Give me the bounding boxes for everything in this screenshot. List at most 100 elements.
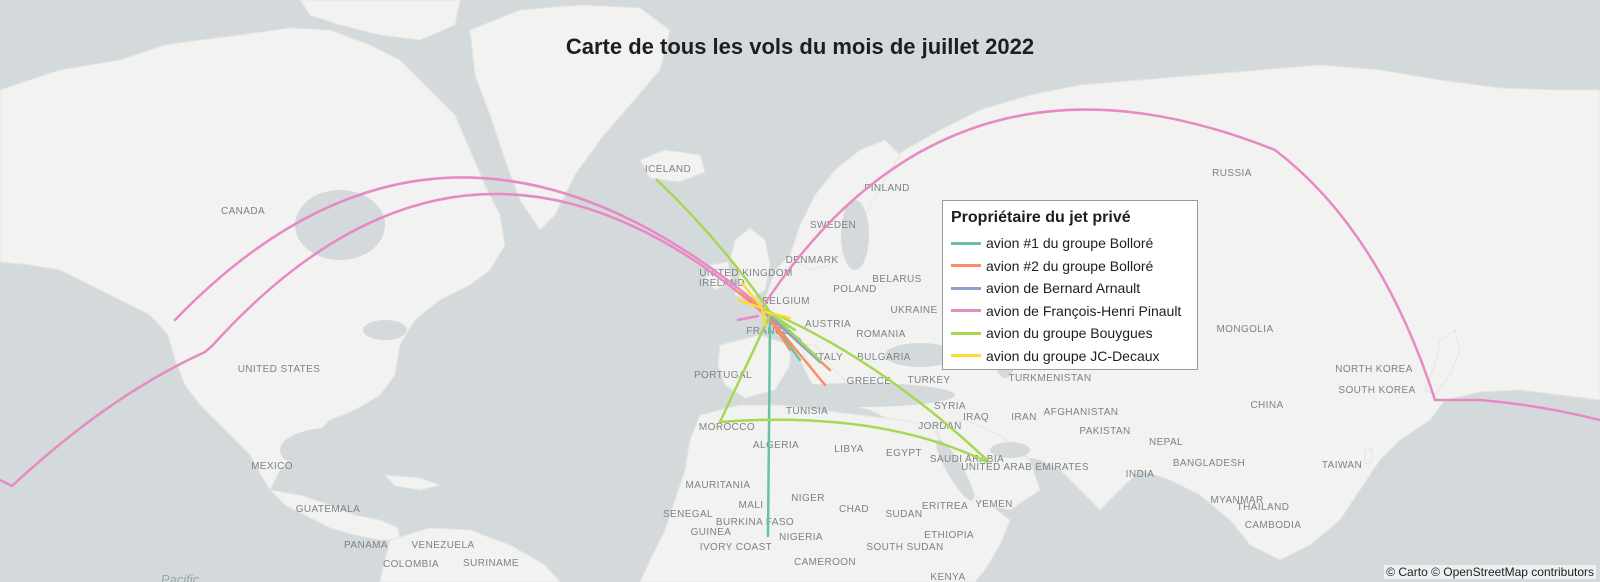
legend-item-bollore-1[interactable]: avion #1 du groupe Bolloré <box>951 232 1189 255</box>
taiwan-landmass <box>1364 447 1373 465</box>
route-jcdecaux-2[interactable] <box>740 281 764 310</box>
gulf-of-mexico <box>280 428 380 472</box>
label-niger: NIGER <box>791 493 825 504</box>
iceland-landmass <box>639 149 706 183</box>
label-south-korea: SOUTH KOREA <box>1338 385 1415 396</box>
label-kenya: KENYA <box>930 572 965 582</box>
label-mali: MALI <box>739 500 764 511</box>
label-bulgaria: BULGARIA <box>857 352 911 363</box>
label-pakistan: PAKISTAN <box>1079 426 1130 437</box>
label-nepal: NEPAL <box>1149 437 1183 448</box>
legend-item-pinault[interactable]: avion de François-Henri Pinault <box>951 300 1189 323</box>
route-jcdecaux-4[interactable] <box>763 310 792 320</box>
label-iraq: IRAQ <box>963 412 989 423</box>
label-iran: IRAN <box>1011 412 1037 423</box>
north-america-landmass <box>0 27 506 492</box>
label-bangladesh: BANGLADESH <box>1173 458 1245 469</box>
country-labels: ICELAND CANADA UNITED STATES MEXICO GUAT… <box>221 164 1415 582</box>
label-denmark: DENMARK <box>786 255 839 266</box>
legend-item-label: avion de Bernard Arnault <box>986 280 1141 297</box>
route-pinault-7[interactable] <box>736 314 760 322</box>
label-poland: POLAND <box>833 284 877 295</box>
label-guatemala: GUATEMALA <box>296 504 361 515</box>
legend-item-label: avion #1 du groupe Bolloré <box>986 235 1154 252</box>
legend-item-bouygues[interactable]: avion du groupe Bouygues <box>951 322 1189 345</box>
route-pinault-1[interactable] <box>173 176 767 322</box>
label-china: CHINA <box>1250 400 1283 411</box>
caribbean-islands <box>383 474 442 491</box>
legend-item-label: avion de François-Henri Pinault <box>986 302 1182 319</box>
label-finland: FINLAND <box>864 183 910 194</box>
mediterranean-sea <box>765 383 955 407</box>
route-pinault-4[interactable] <box>760 108 1437 402</box>
legend-swatch <box>951 309 981 313</box>
route-bollore1-1[interactable] <box>766 318 772 538</box>
legend-item-jcdecaux[interactable]: avion du groupe JC-Decaux <box>951 345 1189 368</box>
label-sweden: SWEDEN <box>810 220 856 231</box>
scandinavia-landmass <box>789 139 901 271</box>
label-ethiopia: ETHIOPIA <box>924 530 974 541</box>
great-lakes <box>363 320 407 340</box>
route-pinault-2[interactable] <box>203 192 764 354</box>
flight-routes <box>0 108 1600 538</box>
legend-swatch <box>951 241 981 245</box>
persian-gulf <box>990 442 1030 458</box>
label-turkmenistan: TURKMENISTAN <box>1009 373 1092 384</box>
label-suriname: SURINAME <box>463 558 519 569</box>
label-india: INDIA <box>1126 469 1155 480</box>
label-belgium: BELGIUM <box>762 296 810 307</box>
label-mauritania: MAURITANIA <box>686 480 751 491</box>
label-taiwan: TAIWAN <box>1322 460 1362 471</box>
greenland-landmass <box>469 4 671 231</box>
label-ivory-coast: IVORY COAST <box>700 542 772 553</box>
map-attribution[interactable]: © Carto © OpenStreetMap contributors <box>1384 565 1596 579</box>
route-bollore2-4[interactable] <box>733 288 764 310</box>
legend-title: Propriétaire du jet privé <box>951 209 1131 226</box>
route-jcdecaux-1[interactable] <box>736 298 764 310</box>
label-thailand: THAILAND <box>1237 502 1290 513</box>
label-guinea: GUINEA <box>691 527 732 538</box>
legend: Propriétaire du jet privé avion #1 du gr… <box>942 200 1198 370</box>
label-ukraine: UKRAINE <box>890 305 937 316</box>
red-sea <box>936 439 974 501</box>
label-canada: CANADA <box>221 206 265 217</box>
label-venezuela: VENEZUELA <box>411 540 474 551</box>
label-morocco: MOROCCO <box>699 422 755 433</box>
label-uae: UNITED ARAB EMIRATES <box>961 462 1089 473</box>
label-ireland: IRELAND <box>699 278 745 289</box>
inland-water <box>280 190 1030 501</box>
label-austria: AUSTRIA <box>805 319 851 330</box>
label-belarus: BELARUS <box>872 274 922 285</box>
label-mongolia: MONGOLIA <box>1216 324 1273 335</box>
legend-item-bollore-2[interactable]: avion #2 du groupe Bolloré <box>951 255 1189 278</box>
label-libya: LIBYA <box>834 444 864 455</box>
black-sea <box>885 343 955 367</box>
route-bouygues-2[interactable] <box>717 313 989 464</box>
legend-swatch <box>951 354 981 358</box>
baltic-sea <box>841 200 869 270</box>
label-pacific-ocean: Pacific <box>161 572 200 582</box>
label-italy: ITALY <box>815 352 843 363</box>
arctic-islands <box>299 0 461 41</box>
label-north-korea: NORTH KOREA <box>1335 364 1413 375</box>
label-tunisia: TUNISIA <box>786 406 828 417</box>
label-jordan: JORDAN <box>918 421 962 432</box>
africa-landmass <box>639 404 1011 582</box>
route-bollore2-1[interactable] <box>763 310 827 387</box>
route-pinault-3[interactable] <box>0 350 207 488</box>
label-afghanistan: AFGHANISTAN <box>1044 407 1119 418</box>
route-jcdecaux-3[interactable] <box>760 306 767 327</box>
legend-swatch <box>951 286 981 290</box>
route-pinault-5[interactable] <box>1433 398 1600 422</box>
label-saudi-arabia: SAUDI ARABIA <box>930 454 1004 465</box>
route-bouygues-3[interactable] <box>768 310 989 462</box>
label-algeria: ALGERIA <box>753 440 799 451</box>
label-cameroon: CAMEROON <box>794 557 856 568</box>
legend-item-arnault[interactable]: avion de Bernard Arnault <box>951 277 1189 300</box>
label-nigeria: NIGERIA <box>779 532 823 543</box>
route-bouygues-1[interactable] <box>655 178 772 314</box>
label-france: FRANCE <box>746 326 790 337</box>
label-colombia: COLOMBIA <box>383 559 439 570</box>
